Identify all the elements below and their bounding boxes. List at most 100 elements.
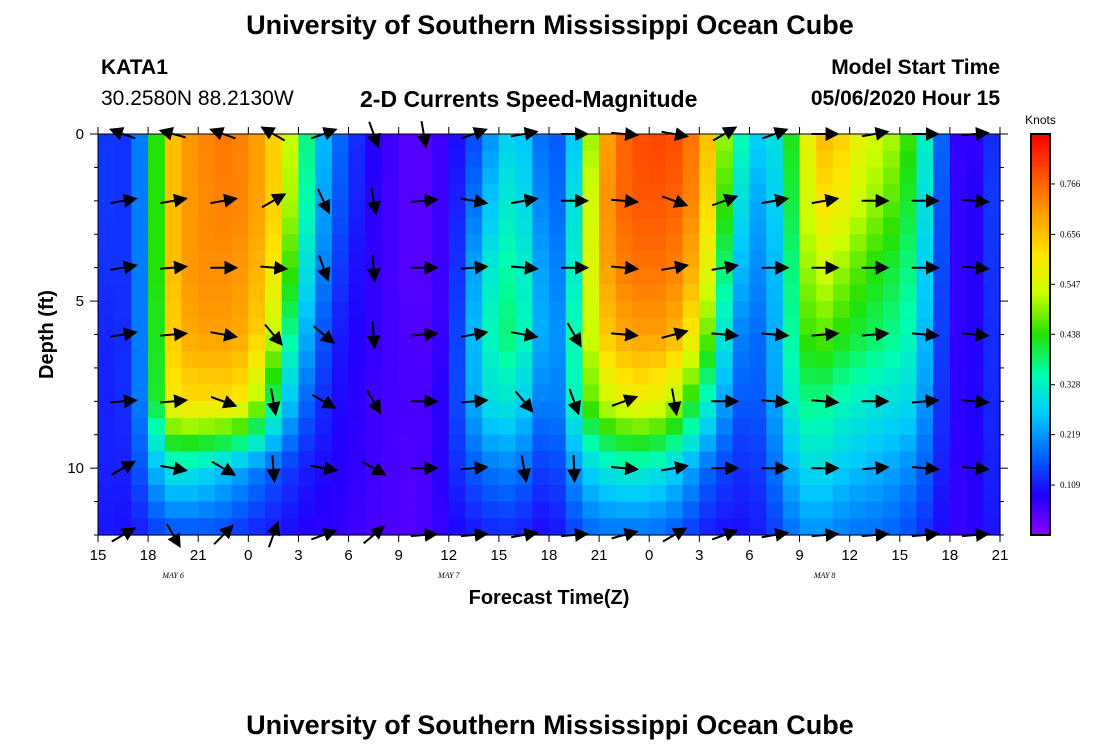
heat-cell (615, 217, 634, 235)
heat-cell (849, 200, 867, 219)
heat-cell (348, 484, 366, 503)
heat-cell (198, 167, 216, 185)
heat-cell (231, 501, 249, 519)
heat-cell (465, 267, 483, 285)
heat-cell (632, 150, 650, 169)
heat-cell (265, 167, 283, 185)
heat-cell (649, 434, 667, 453)
heat-cell (916, 384, 934, 402)
heat-cell (148, 518, 166, 536)
heat-cell (164, 334, 183, 352)
heat-cell (315, 317, 333, 336)
heat-cell (98, 468, 116, 486)
heat-cell (899, 384, 918, 402)
heat-cell (198, 401, 216, 419)
heat-cell (916, 484, 934, 503)
heat-cell (331, 401, 350, 419)
heat-cell (816, 134, 834, 152)
heat-cell (148, 451, 166, 469)
heat-cell (849, 351, 867, 369)
heat-cell (231, 267, 249, 285)
heat-cell (749, 418, 767, 436)
heat-cell (114, 384, 132, 402)
heat-cell (649, 234, 667, 252)
heat-cell (949, 334, 968, 352)
heat-cell (381, 234, 400, 252)
heat-cell (849, 451, 867, 469)
heat-cell (732, 267, 751, 285)
heat-cell (331, 200, 350, 219)
heat-cell (582, 468, 600, 486)
current-arrow (160, 193, 188, 208)
heat-cell (348, 234, 366, 252)
heat-cell (649, 468, 667, 486)
heat-cell (549, 334, 567, 352)
heat-cell (231, 384, 249, 402)
heat-cell (498, 284, 517, 302)
heat-cell (832, 468, 851, 486)
heat-cell (164, 401, 183, 419)
current-arrow (266, 388, 281, 417)
heat-cell (682, 234, 700, 252)
current-arrow (611, 394, 639, 408)
heat-cell (532, 484, 550, 503)
current-arrow (160, 394, 189, 409)
heat-cell (482, 217, 500, 235)
heat-cell (599, 334, 617, 352)
current-arrow (861, 461, 890, 476)
heat-cell (949, 267, 968, 285)
heat-cell (782, 401, 801, 419)
heat-cell (799, 518, 817, 536)
heat-cell (899, 250, 918, 269)
heat-cell (98, 501, 116, 519)
heat-cell (281, 518, 300, 536)
heat-cell (98, 267, 116, 285)
heat-cell (899, 284, 918, 302)
heat-cell (799, 267, 817, 285)
heat-cell (883, 468, 901, 486)
heat-cell (532, 167, 550, 185)
heat-cell (482, 134, 500, 152)
heat-cell (164, 301, 183, 319)
heat-cell (515, 434, 533, 453)
heat-cell (248, 501, 266, 519)
heat-cell (682, 267, 700, 285)
heat-cell (565, 351, 583, 369)
current-arrow (460, 461, 489, 476)
heat-cell (448, 434, 467, 453)
colorbar-tick-label: 0.109 (1060, 480, 1081, 490)
heat-cell (315, 301, 333, 319)
heat-cell (749, 184, 767, 202)
heat-cell (198, 317, 216, 336)
heat-cell (415, 301, 433, 319)
heat-cell (549, 184, 567, 202)
heat-cell (632, 418, 650, 436)
heat-cell (949, 468, 968, 486)
heat-cell (749, 234, 767, 252)
heat-cell (749, 451, 767, 469)
heat-cell (348, 384, 366, 402)
current-arrow (310, 461, 339, 476)
heat-cell (582, 484, 600, 503)
heat-cell (849, 267, 867, 285)
x-tick-label: 12 (841, 547, 858, 564)
heat-cell (665, 434, 684, 453)
heat-cell (866, 301, 884, 319)
heat-cell (198, 418, 216, 436)
heat-cell (114, 150, 132, 169)
heat-cell (983, 518, 1001, 536)
heat-cell (549, 284, 567, 302)
heat-cell (181, 484, 199, 503)
heat-cell (281, 134, 300, 152)
heat-cell (899, 501, 918, 519)
heat-cell (348, 451, 366, 469)
heat-cell (849, 418, 867, 436)
current-arrow (110, 394, 138, 409)
heat-cell (131, 501, 149, 519)
heat-cell (148, 184, 166, 202)
heat-cell (732, 434, 751, 453)
heat-cell (849, 384, 867, 402)
heat-cell (164, 217, 183, 235)
heat-cell (716, 434, 734, 453)
heat-cell (933, 250, 951, 269)
